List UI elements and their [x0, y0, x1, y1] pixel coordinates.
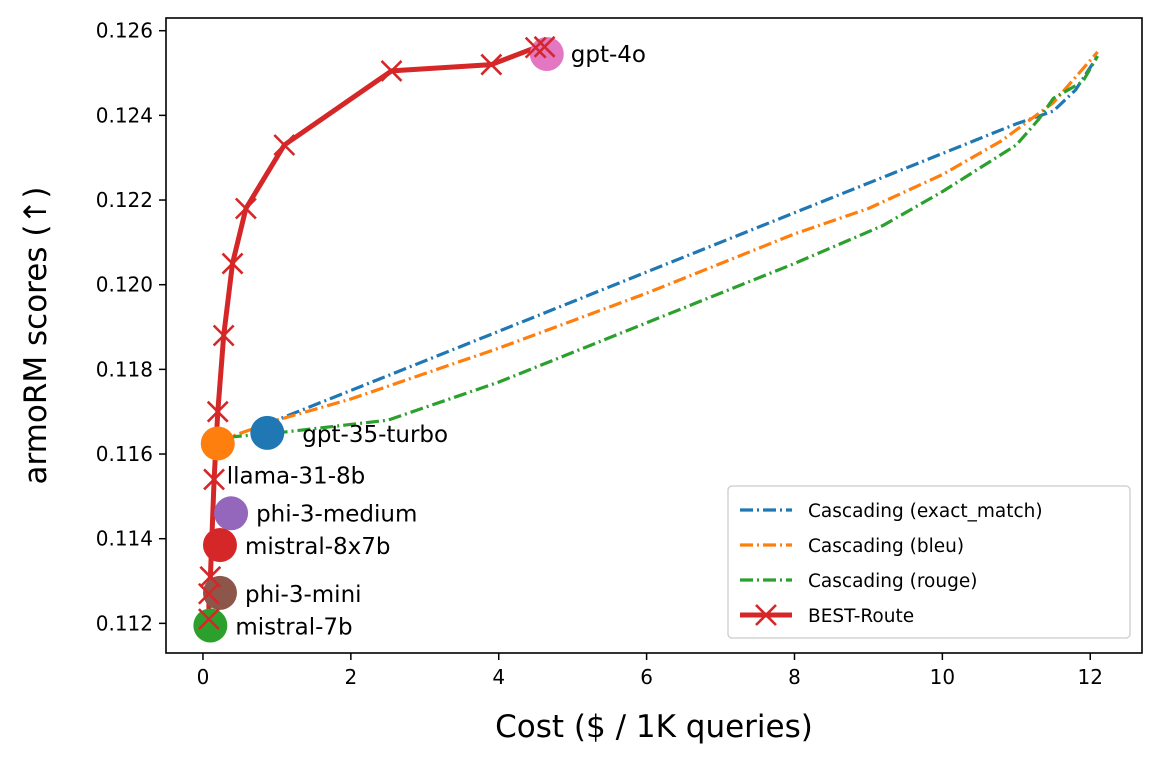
y-tick-label: 0.114 [96, 527, 153, 551]
model-point-llama-31-8b [200, 426, 235, 461]
y-tick-label: 0.122 [96, 188, 153, 212]
x-tick-label: 10 [930, 665, 955, 689]
legend-box [727, 485, 1131, 639]
y-axis-ticks: 0.112 0.114 0.116 0.118 0.120 0.122 0.124 0.126 [96, 19, 166, 635]
model-label-gpt-35-turbo: gpt-35-turbo [302, 422, 448, 448]
best-route-marker [480, 53, 503, 76]
model-point-mistral-7b [193, 608, 228, 643]
legend-label-1: Cascading (bleu) [808, 536, 964, 557]
model-point-gpt-4o [529, 36, 564, 71]
best-route-marker [533, 35, 556, 58]
best-route-marker [380, 59, 403, 82]
legend-label-0: Cascading (exact_match) [808, 501, 1043, 522]
legend-marker [755, 604, 777, 626]
y-tick-label: 0.120 [96, 273, 153, 297]
series-line-1 [217, 50, 1099, 443]
best-route-marker [221, 252, 244, 275]
model-point-phi-3-mini [202, 575, 237, 610]
x-axis-title: Cost ($ / 1K queries) [495, 709, 813, 745]
model-label-mistral-8x7b: mistral-8x7b [245, 534, 391, 560]
model-label-phi-3-medium: phi-3-medium [256, 501, 417, 527]
model-point-mistral-8x7b [202, 528, 237, 563]
y-tick-label: 0.112 [96, 611, 153, 635]
legend-label-2: Cascading (rouge) [808, 571, 977, 592]
series-line-2 [228, 55, 1099, 439]
best-route-marker [524, 36, 547, 59]
series-line-0 [265, 55, 1099, 426]
y-tick-label: 0.116 [96, 442, 153, 466]
legend: Cascading (exact_match) Cascading (bleu) C… [727, 485, 1131, 639]
x-axis-ticks: 0 2 4 6 8 10 12 [197, 653, 1103, 689]
y-axis-title: armoRM scores (↑) [18, 187, 54, 485]
x-tick-label: 6 [640, 665, 653, 689]
plot-area-frame [165, 17, 1143, 654]
x-tick-label: 8 [788, 665, 801, 689]
best-route-marker [206, 400, 229, 423]
x-tick-label: 12 [1078, 665, 1103, 689]
best-route-marker [197, 608, 220, 631]
legend-label-3: BEST-Route [808, 606, 914, 627]
model-label-phi-3-mini: phi-3-mini [245, 582, 362, 608]
y-tick-label: 0.124 [96, 103, 153, 127]
x-tick-label: 2 [344, 665, 357, 689]
best-route-marker [197, 582, 220, 605]
model-label-llama-31-8b: llama-31-8b [227, 463, 365, 489]
x-tick-label: 0 [197, 665, 210, 689]
model-points-layer [193, 36, 564, 643]
model-label-gpt-4o: gpt-4o [571, 42, 646, 68]
model-point-phi-3-medium [214, 496, 249, 531]
model-labels-layer: gpt-4o gpt-35-turbo llama-31-8b phi-3-mediu… [227, 42, 646, 641]
best-route-marker [199, 565, 222, 588]
best-route-marker [234, 197, 257, 220]
y-tick-label: 0.118 [96, 357, 153, 381]
x-tick-label: 4 [492, 665, 505, 689]
best-route-marker [212, 324, 235, 347]
best-route-marker [273, 134, 296, 156]
model-label-mistral-7b: mistral-7b [235, 614, 352, 640]
model-point-gpt-35-turbo [250, 415, 285, 450]
best-route-marker [203, 468, 225, 491]
y-tick-label: 0.126 [96, 19, 153, 43]
